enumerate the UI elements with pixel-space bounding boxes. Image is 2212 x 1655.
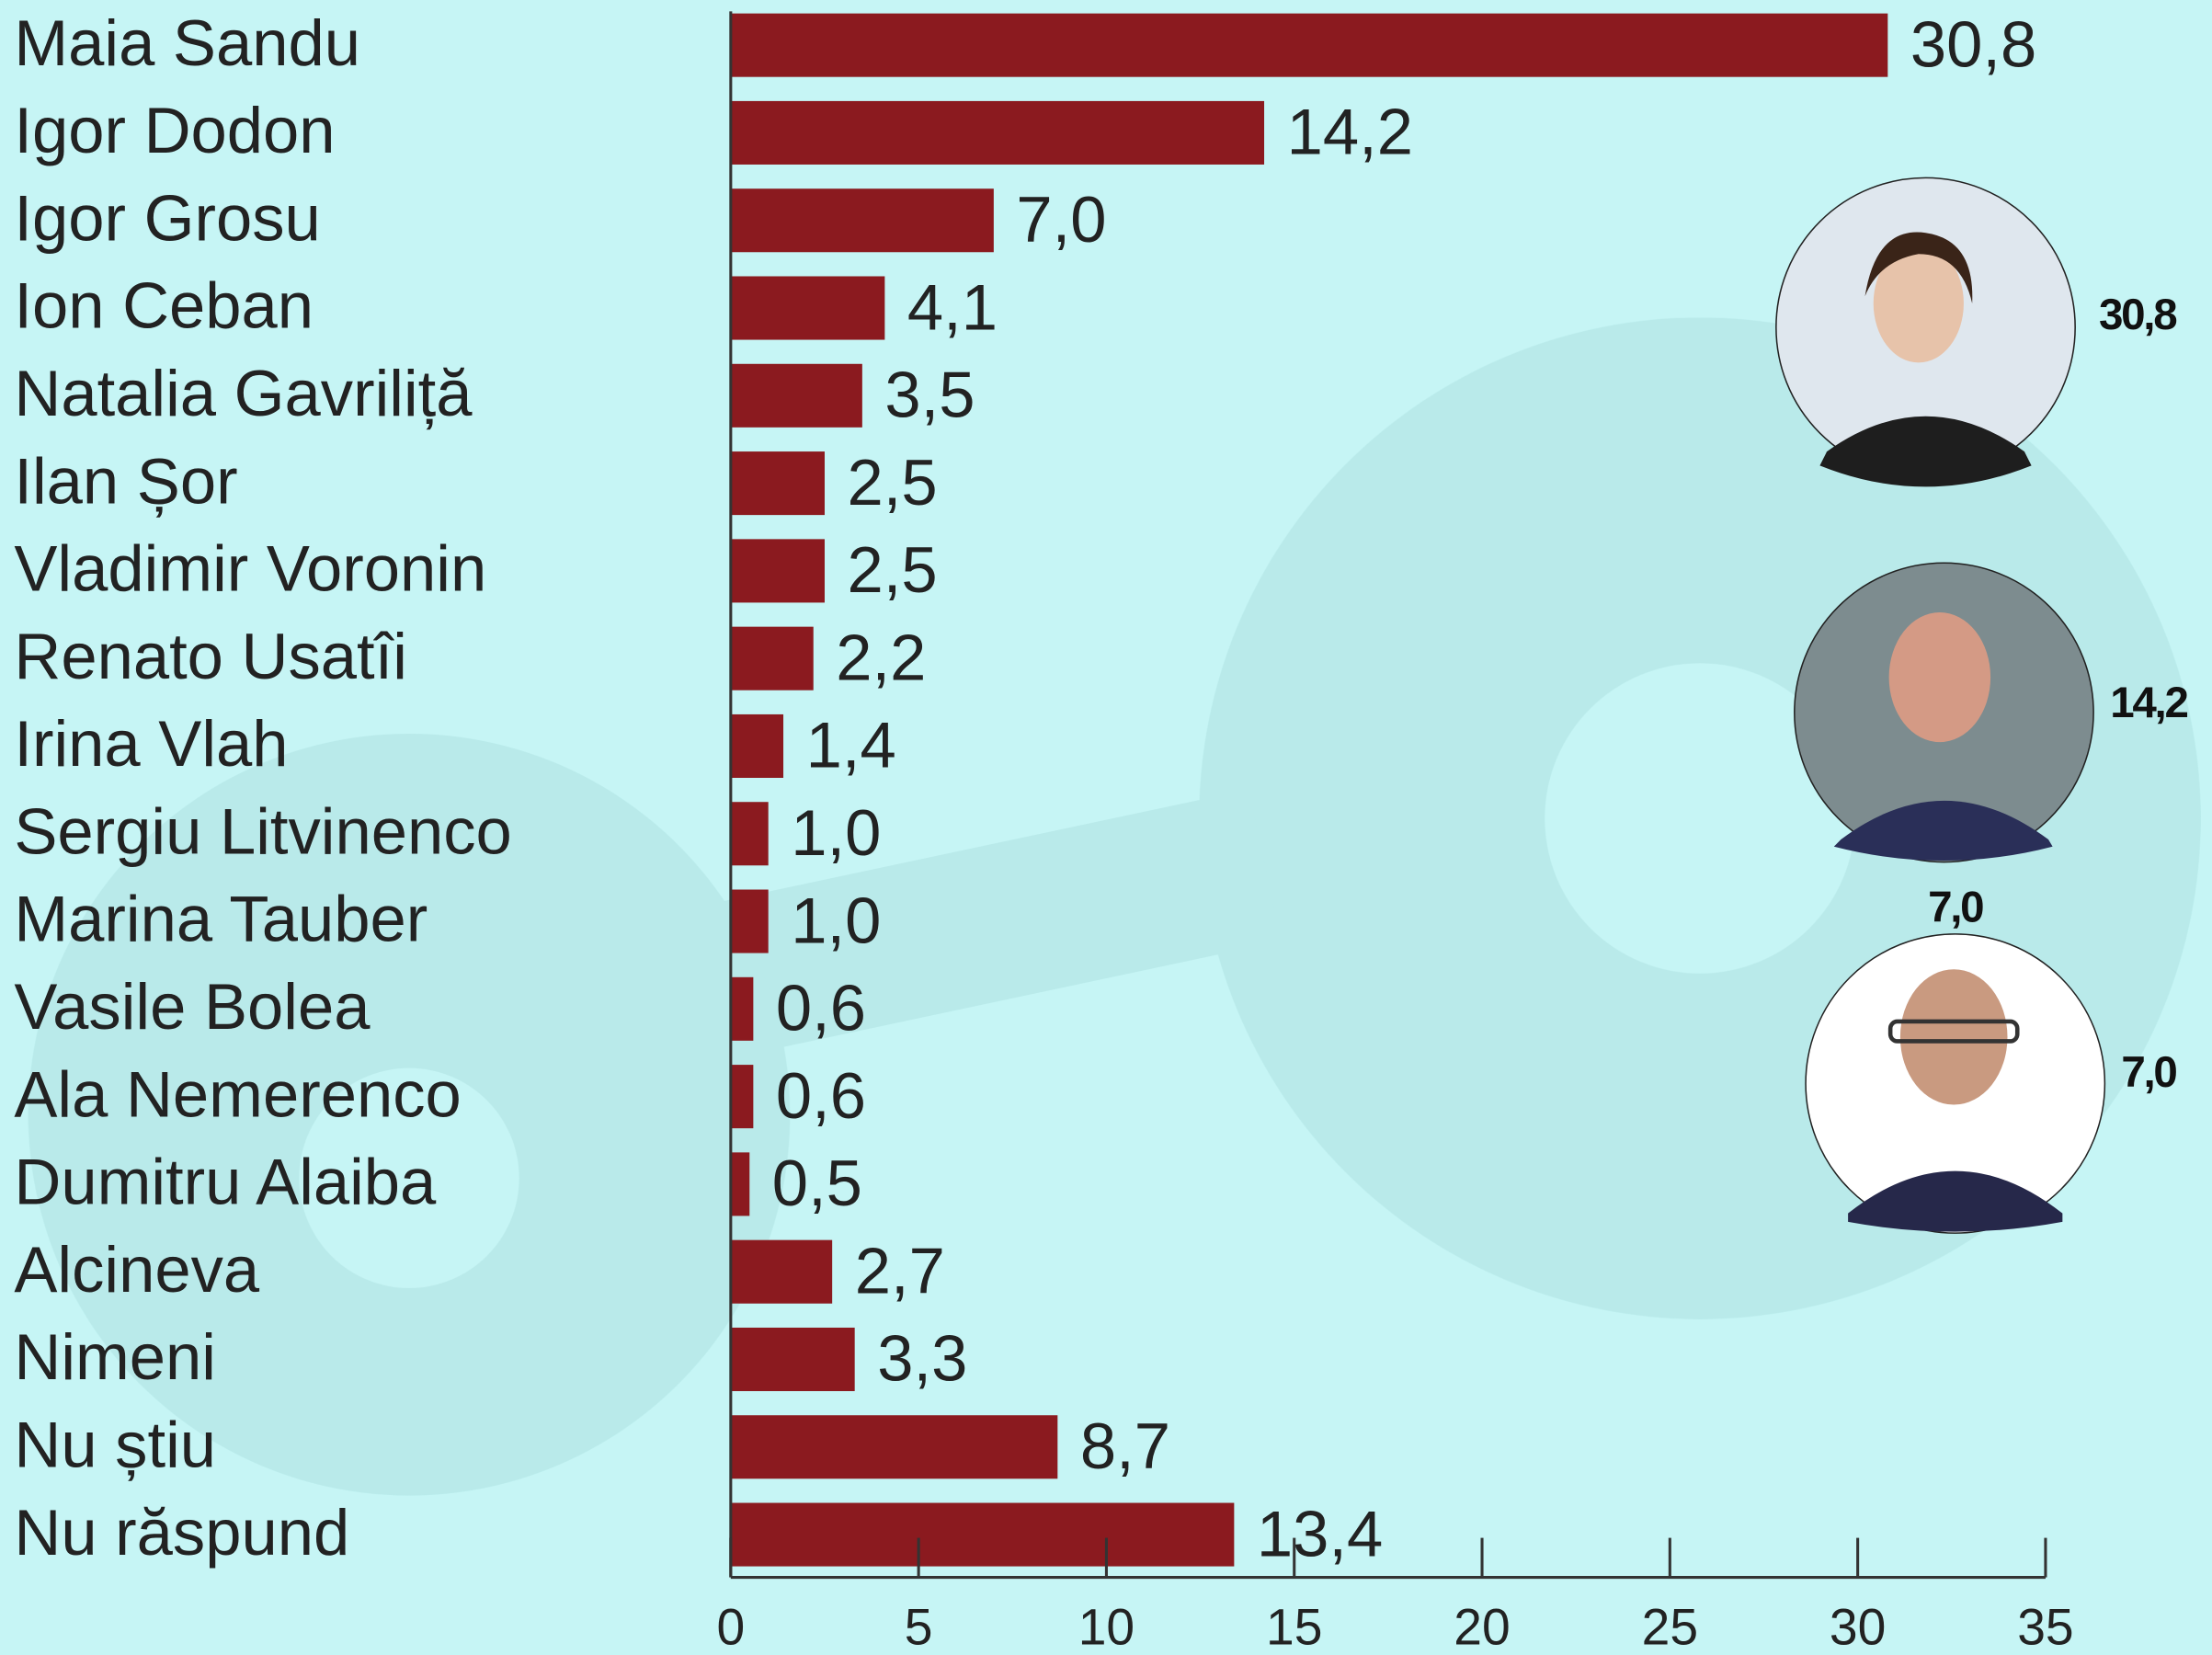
photo-annotation: 30,8 (2099, 291, 2176, 339)
photo-annotation: 7,0 (2121, 1048, 2176, 1097)
x-tick-label: 15 (1266, 1598, 1322, 1655)
bar (731, 714, 783, 778)
bar (731, 1415, 1057, 1478)
category-label: Natalia Gavriliță (14, 357, 473, 429)
category-label: Ilan Șor (14, 444, 237, 517)
bar (731, 1240, 832, 1304)
bar (731, 364, 862, 428)
category-label: Nu știu (14, 1408, 216, 1480)
value-label: 7,0 (1016, 183, 1106, 256)
category-label: Irina Vlah (14, 707, 288, 780)
category-label: Renato Usatîi (14, 620, 407, 692)
category-label: Vladimir Voronin (14, 532, 486, 605)
value-label: 2,5 (848, 446, 938, 519)
x-tick-label: 25 (1642, 1598, 1698, 1655)
value-label: 0,5 (772, 1147, 862, 1219)
bar (731, 101, 1264, 165)
category-label: Nimeni (14, 1320, 216, 1393)
x-tick-label: 30 (1830, 1598, 1886, 1655)
value-label: 3,5 (884, 359, 975, 431)
value-label: 0,6 (776, 972, 866, 1044)
bar (731, 276, 885, 339)
category-label: Igor Grosu (14, 181, 320, 254)
photo-annotation: 14,2 (2110, 679, 2187, 727)
value-label: 1,0 (791, 796, 881, 869)
value-label: 30,8 (1910, 7, 2036, 80)
value-label: 3,3 (877, 1322, 967, 1395)
value-label: 4,1 (907, 270, 998, 343)
category-label: Dumitru Alaiba (14, 1146, 437, 1218)
bar (731, 188, 994, 252)
category-label: Alcineva (14, 1233, 260, 1306)
bar (731, 1152, 749, 1216)
value-label: 14,2 (1287, 96, 1413, 168)
x-tick-label: 20 (1454, 1598, 1510, 1655)
category-label: Igor Dodon (14, 94, 335, 166)
bar (731, 1328, 855, 1391)
x-tick-label: 0 (716, 1598, 745, 1655)
category-label: Sergiu Litvinenco (14, 794, 511, 867)
category-label: Nu răspund (14, 1496, 349, 1569)
bar (731, 1503, 1235, 1567)
value-label: 1,4 (806, 709, 896, 782)
bar (731, 539, 825, 602)
x-tick-label: 10 (1078, 1598, 1135, 1655)
page: {"chart_data": {"type": "hbar", "categor… (0, 0, 2212, 1655)
bar (731, 14, 1887, 77)
bar (731, 451, 825, 515)
chart: Maia Sandu 30,8 Igor Dodon 14,2 Igor Grosu 7,… (0, 0, 2212, 1655)
value-label: 8,7 (1080, 1410, 1170, 1482)
bar (731, 977, 754, 1041)
bar (731, 890, 769, 953)
value-label: 2,2 (836, 621, 926, 693)
bar (731, 802, 769, 865)
value-label: 2,7 (855, 1234, 945, 1307)
bar (731, 627, 814, 691)
category-label: Ala Nemerenco (14, 1057, 461, 1130)
photos (1776, 177, 2105, 1233)
category-label: Maia Sandu (14, 6, 360, 79)
value-label: 1,0 (791, 884, 881, 956)
bar (731, 1065, 754, 1128)
category-label: Ion Ceban (14, 269, 314, 342)
x-tick-label: 35 (2017, 1598, 2073, 1655)
category-label: Marina Tauber (14, 883, 428, 955)
category-label: Vasile Bolea (14, 970, 371, 1043)
value-label: 0,6 (776, 1059, 866, 1132)
photo-annotation: 7,0 (1928, 883, 1983, 931)
value-label: 2,5 (848, 533, 938, 606)
x-tick-label: 5 (905, 1598, 933, 1655)
value-label: 13,4 (1257, 1497, 1383, 1569)
